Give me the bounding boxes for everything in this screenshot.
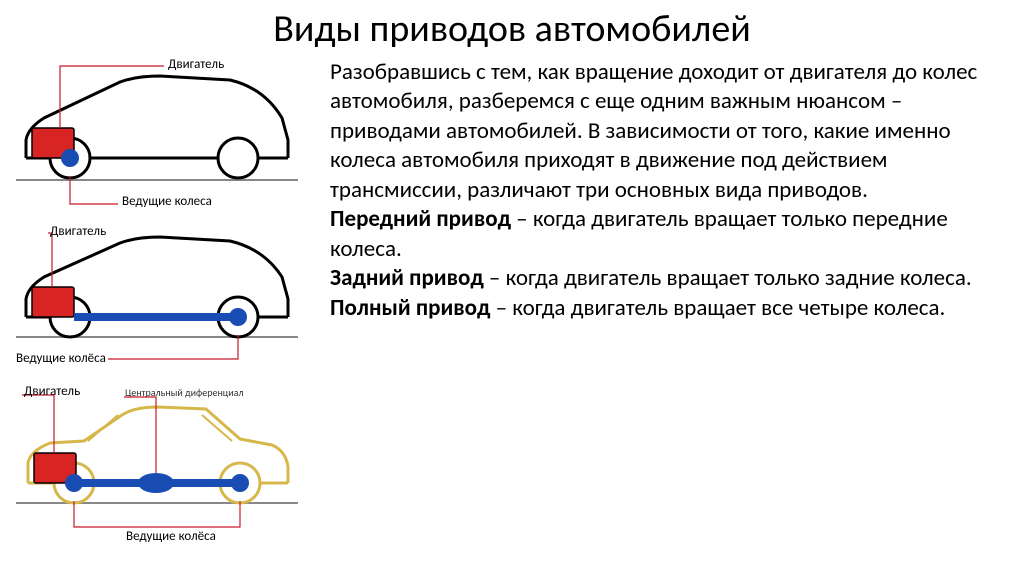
all-drive-line: Полный привод – когда двигатель вращает … [330,294,1006,323]
front-drive-line: Передний привод – когда двигатель вращае… [330,205,1006,264]
label-center-diff: Центральный диференциал [125,386,244,399]
all-drive-rest: – когда двигатель вращает все четыре кол… [490,294,945,322]
car-all-drive-svg [10,385,310,541]
rear-drive-line: Задний привод – когда двигатель вращает … [330,264,1006,293]
front-drive-bold: Передний привод [330,205,511,233]
diagram-column: Двигатель Ведущие колеса [10,58,310,557]
label-driving-wheels-2: Ведущие колёса [16,351,106,366]
label-driving-wheels-1: Ведущие колеса [122,194,212,209]
label-driving-wheels-3: Ведущие колёса [126,529,216,544]
car-front-drive-svg [10,58,310,210]
label-engine-2: Двигатель [50,224,106,239]
page-title: Виды приводов автомобилей [0,0,1024,58]
all-drive-bold: Полный привод [330,294,490,322]
text-column: Разобравшись с тем, как вращение доходит… [310,58,1014,557]
rear-drive-rest: – когда двигатель вращает только задние … [484,264,972,292]
diagram-front-drive: Двигатель Ведущие колеса [10,58,310,223]
car-rear-drive-svg [10,225,310,367]
content-row: Двигатель Ведущие колеса [0,58,1024,557]
diagram-all-drive: Двигатель Центральный диференциал [10,385,310,555]
label-engine: Двигатель [168,57,224,72]
diagram-rear-drive: Двигатель Ведущие колёса [10,225,310,383]
rear-drive-bold: Задний привод [330,264,484,292]
label-engine-3: Двигатель [24,384,80,399]
intro-paragraph: Разобравшись с тем, как вращение доходит… [330,58,1006,205]
